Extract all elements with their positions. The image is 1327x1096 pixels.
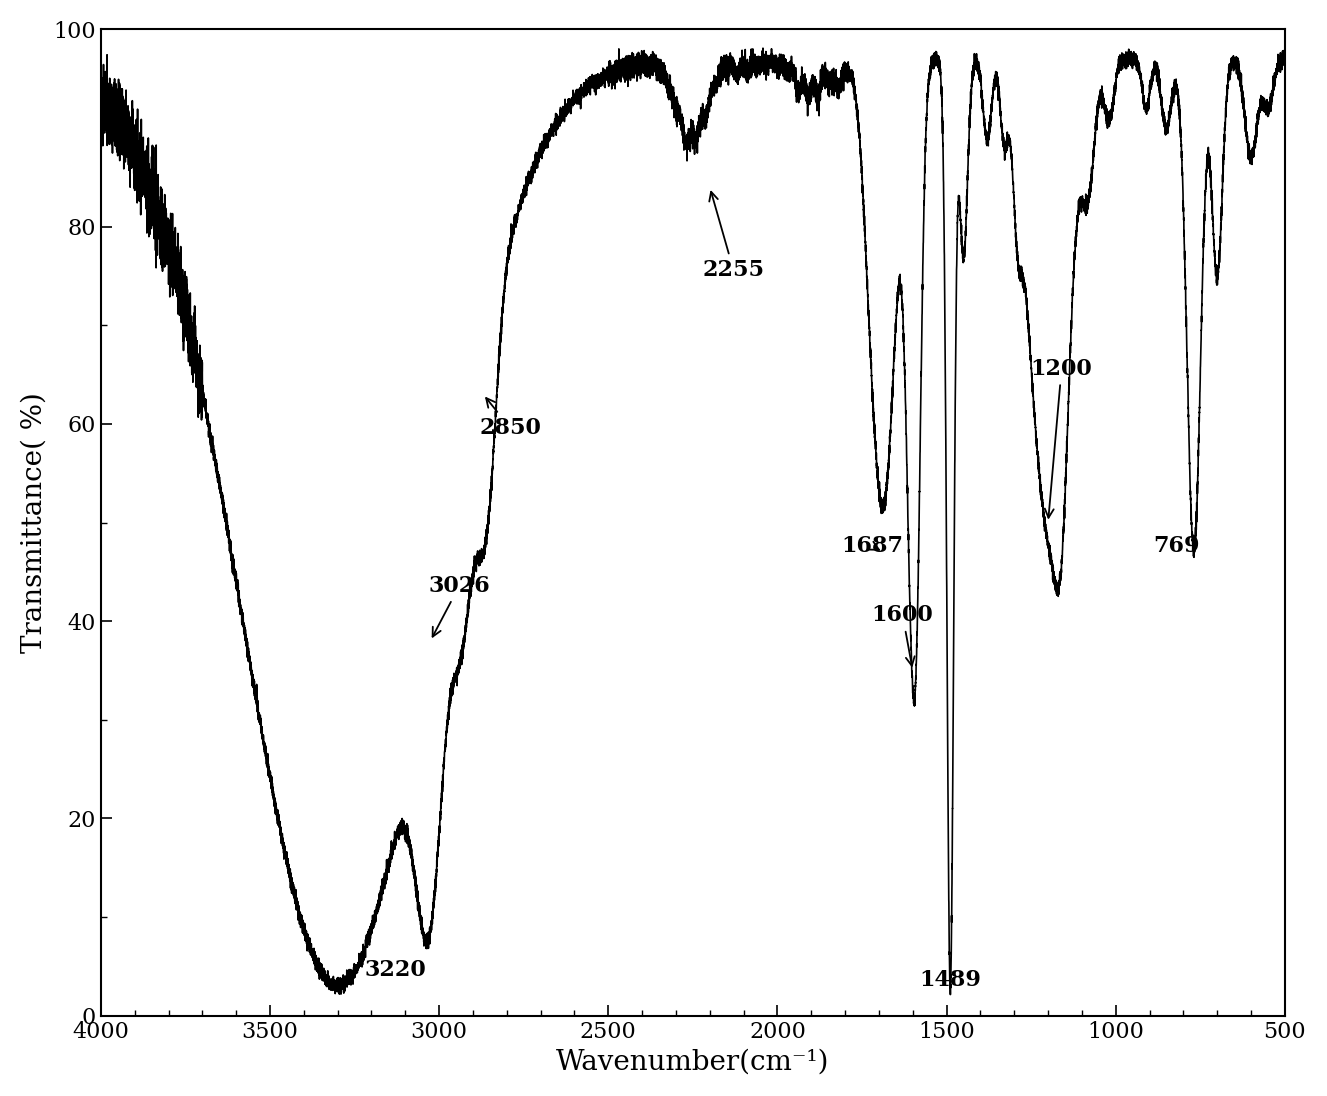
Text: 1687: 1687: [841, 535, 904, 557]
Y-axis label: Transmittance( %): Transmittance( %): [21, 392, 48, 653]
Text: 1200: 1200: [1031, 357, 1092, 517]
Text: 1489: 1489: [920, 969, 981, 991]
Text: 3220: 3220: [365, 959, 426, 981]
Text: 3026: 3026: [429, 574, 491, 637]
Text: 1600: 1600: [872, 604, 933, 665]
Text: 769: 769: [1153, 535, 1200, 557]
X-axis label: Wavenumber(cm⁻¹): Wavenumber(cm⁻¹): [556, 1048, 829, 1075]
Text: 2255: 2255: [702, 192, 764, 281]
Text: 2850: 2850: [479, 398, 541, 438]
